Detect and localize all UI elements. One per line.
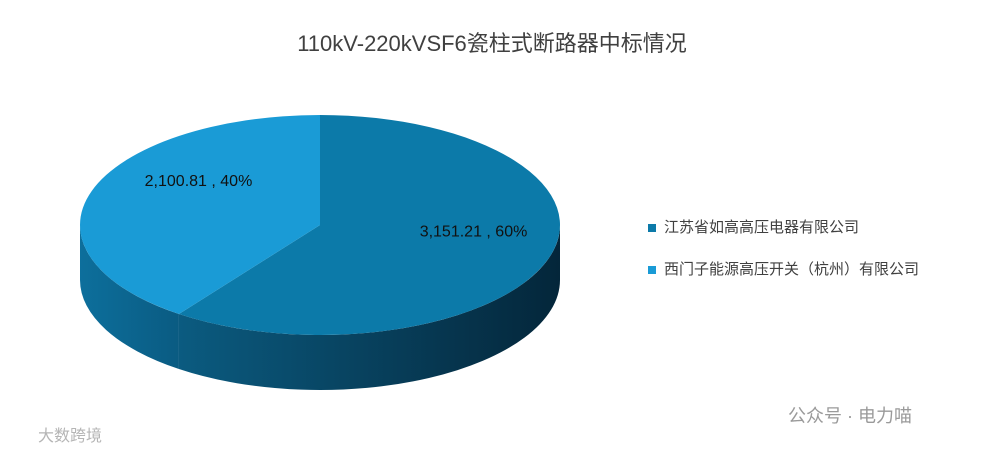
slice-side (178, 225, 560, 390)
watermark: 大数跨境 (38, 426, 102, 445)
data-label: 2,100.81 , 40% (145, 173, 253, 190)
legend-swatch (648, 266, 656, 274)
data-label: 3,151.21 , 60% (420, 223, 528, 240)
watermark: 公众号 · 电力喵 (788, 406, 912, 426)
legend-label: 西门子能源高压开关（杭州）有限公司 (664, 261, 920, 278)
slice (178, 115, 561, 335)
legend-swatch (648, 224, 656, 232)
chart-title: 110kV-220kVSF6瓷柱式断路器中标情况 (297, 31, 687, 56)
slice-side (80, 225, 179, 369)
legend-label: 江苏省如高高压电器有限公司 (664, 219, 860, 236)
legend-item: 江苏省如高高压电器有限公司 (648, 214, 968, 242)
slice (79, 115, 320, 314)
legend-item: 西门子能源高压开关（杭州）有限公司 (648, 256, 968, 284)
legend: 江苏省如高高压电器有限公司西门子能源高压开关（杭州）有限公司 (648, 214, 968, 298)
